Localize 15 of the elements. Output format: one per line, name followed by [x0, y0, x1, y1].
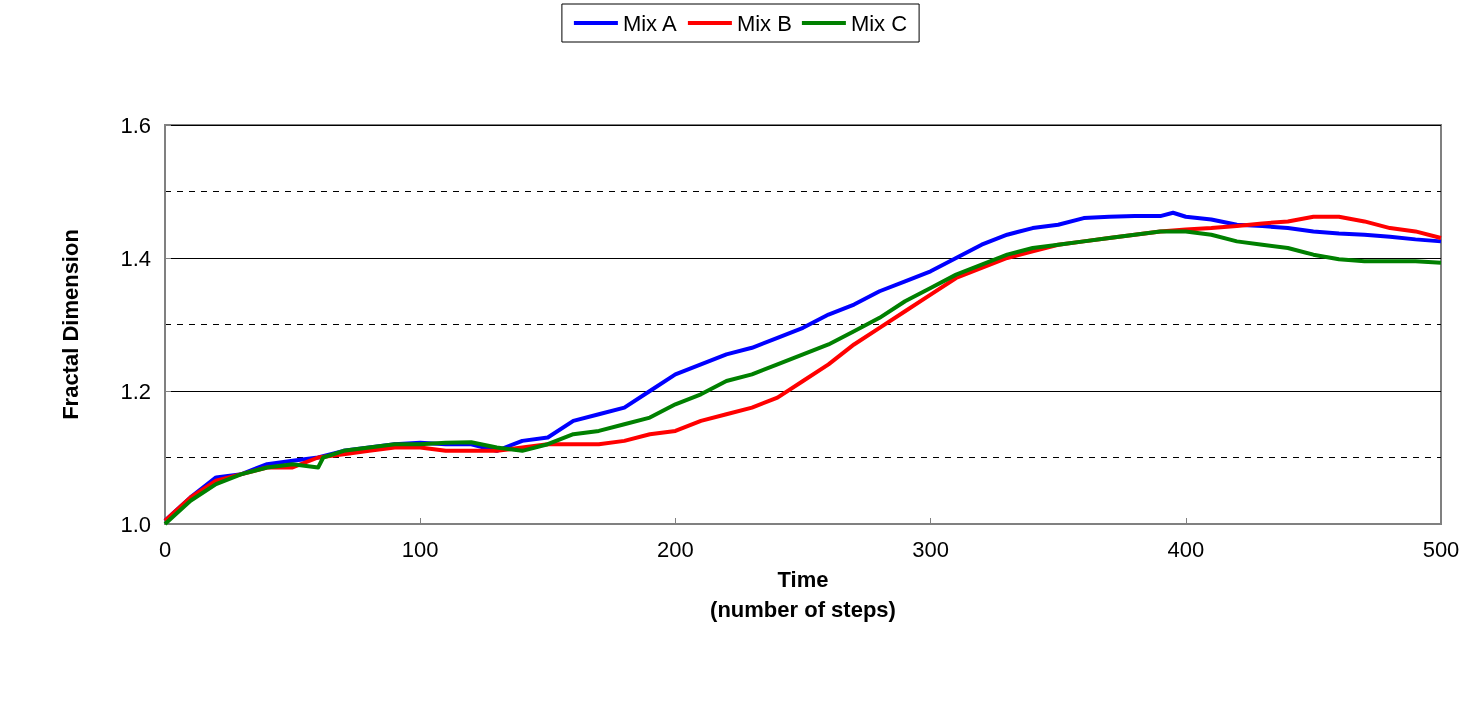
y-tick-label: 1.0: [120, 511, 151, 537]
x-tick-label: 500: [1422, 536, 1460, 562]
legend-label: Mix B: [736, 10, 792, 36]
y-tick-label: 1.4: [120, 245, 151, 271]
x-tick-label: 0: [158, 536, 172, 562]
legend-label: Mix C: [850, 10, 908, 36]
x-tick-label: 300: [912, 536, 949, 562]
x-axis-title: Time (number of steps): [710, 567, 896, 623]
y-tick-label: 1.6: [120, 112, 151, 138]
y-axis-title: Fractal Dimension: [57, 229, 83, 420]
x-tick-label: 400: [1167, 536, 1205, 562]
y-tick-label: 1.2: [120, 378, 151, 404]
legend-label: Mix A: [622, 10, 678, 36]
x-tick-label: 100: [401, 536, 439, 562]
x-tick-label: 200: [657, 536, 694, 562]
